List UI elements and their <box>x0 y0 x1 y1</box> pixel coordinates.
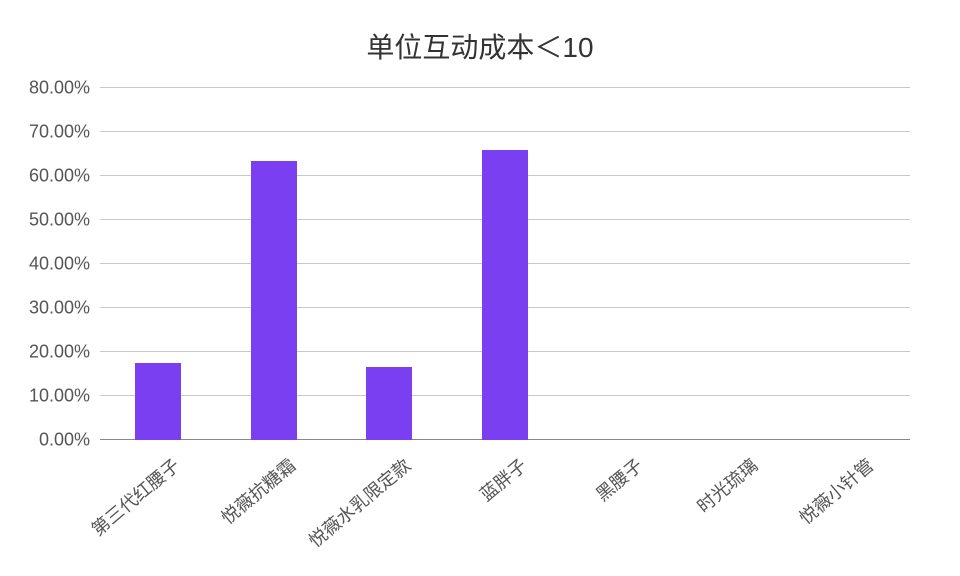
y-tick-label: 70.00% <box>10 122 90 143</box>
x-tick-label: 第三代红腰子 <box>53 452 185 568</box>
y-tick-label: 40.00% <box>10 254 90 275</box>
y-tick-label: 0.00% <box>10 430 90 451</box>
bar <box>135 363 181 440</box>
x-tick-label: 悦薇水乳限定款 <box>284 452 416 568</box>
y-tick-label: 80.00% <box>10 78 90 99</box>
y-tick-label: 10.00% <box>10 386 90 407</box>
x-tick-label: 黑腰子 <box>516 452 648 568</box>
bar <box>251 161 297 440</box>
plot-area <box>100 88 910 440</box>
bar <box>366 367 412 440</box>
chart-container: 单位互动成本＜10 0.00% 10.00% 20.00% 30.00% 40.00% 5… <box>0 0 960 576</box>
bar <box>482 150 528 440</box>
x-tick-label: 悦薇小针管 <box>747 452 879 568</box>
y-tick-label: 30.00% <box>10 298 90 319</box>
y-tick-label: 20.00% <box>10 342 90 363</box>
x-tick-label: 悦薇抗糖霜 <box>169 452 301 568</box>
y-tick-label: 60.00% <box>10 166 90 187</box>
gridline <box>100 131 910 132</box>
y-tick-label: 50.00% <box>10 210 90 231</box>
gridline <box>100 87 910 88</box>
chart-title: 单位互动成本＜10 <box>0 26 960 66</box>
x-tick-label: 时光琉璃 <box>632 452 764 568</box>
x-tick-label: 蓝胖子 <box>400 452 532 568</box>
